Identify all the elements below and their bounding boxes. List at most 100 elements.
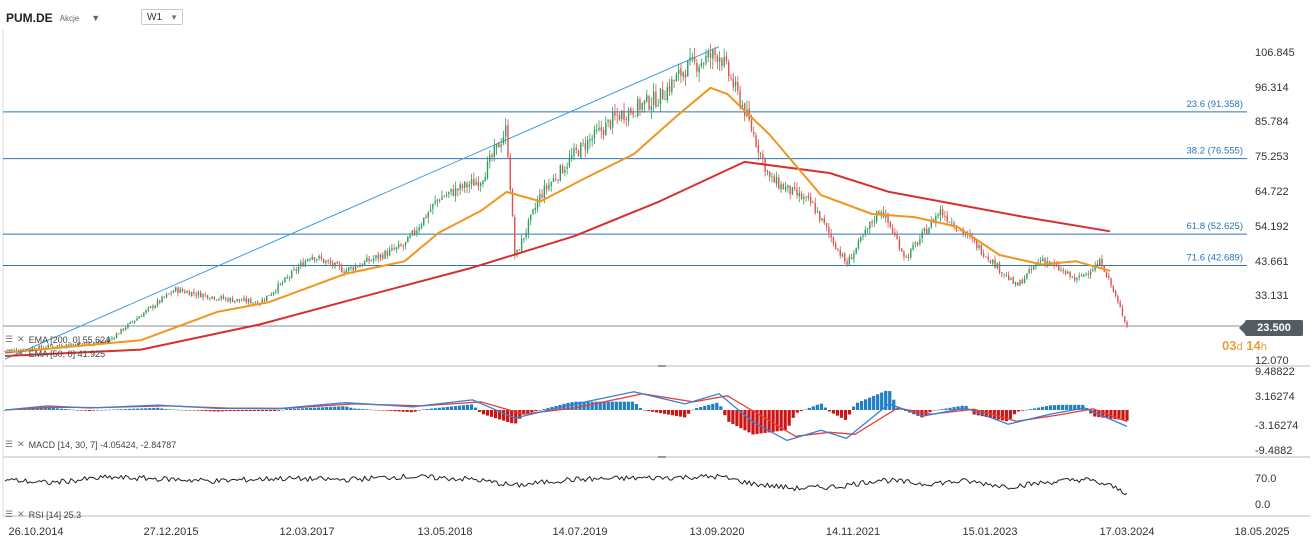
macd-histogram-bar [1069, 404, 1073, 410]
candle-body [99, 341, 102, 343]
candle-body [434, 200, 436, 204]
candle-body [568, 157, 571, 167]
candle-body [24, 348, 27, 351]
close-icon[interactable]: ✕ [17, 439, 25, 449]
candle-body [65, 344, 68, 347]
candle-body [336, 261, 338, 264]
macd-histogram-bar [658, 410, 663, 414]
macd-histogram-bar [337, 406, 341, 410]
macd-histogram-bar [421, 409, 425, 410]
macd-histogram-bar [144, 408, 148, 410]
candle-body [728, 62, 730, 77]
macd-histogram-bar [361, 409, 365, 410]
candle-body [957, 230, 960, 232]
candle-body [124, 327, 127, 330]
macd-histogram-bar [956, 406, 960, 410]
candle-body [1112, 285, 1115, 292]
symbol-name[interactable]: PUM.DE [6, 11, 53, 25]
macd-histogram-bar [461, 405, 466, 410]
symbol-dropdown-icon[interactable]: ▼ [91, 13, 101, 23]
candle-body [4, 351, 6, 352]
candle-body [325, 260, 327, 263]
macd-histogram-bar [1032, 408, 1037, 410]
candle-body [311, 256, 313, 260]
macd-histogram-bar [232, 410, 236, 412]
settings-icon[interactable]: ☰ [5, 334, 14, 344]
candle-body [366, 257, 368, 262]
macd-histogram-bar [868, 397, 872, 410]
macd-histogram-bar [928, 410, 932, 413]
candle-body [61, 345, 63, 347]
candle-body [536, 200, 539, 209]
ema200-legend[interactable]: ☰ ✕ EMA [200, 0] 55.624 [5, 334, 110, 345]
macd-histogram-bar [550, 407, 554, 410]
candle-body [493, 146, 496, 158]
candle-body [853, 253, 855, 260]
candle-body [534, 207, 536, 210]
close-icon[interactable]: ✕ [17, 334, 25, 344]
macd-histogram-bar [912, 410, 916, 415]
ema50-legend[interactable]: ☰ ✕ EMA [50, 0] 41.925 [5, 348, 105, 359]
candle-body [115, 333, 118, 339]
macd-axis-tick-label: -3.16274 [1255, 420, 1298, 432]
candle-body [313, 257, 316, 261]
candle-body [27, 348, 29, 350]
settings-icon[interactable]: ☰ [5, 509, 14, 519]
macd-histogram-bar [699, 406, 703, 410]
candle-body [944, 215, 946, 217]
candle-body [236, 298, 238, 301]
candle-body [980, 245, 983, 255]
candle-body [730, 77, 732, 79]
macd-legend[interactable]: ☰ ✕ MACD [14, 30, 7] -4.05424, -2.84787 [5, 439, 176, 450]
candle-body [928, 227, 930, 234]
candle-body [550, 182, 552, 187]
macd-histogram-bar [723, 410, 727, 416]
settings-icon[interactable]: ☰ [5, 439, 14, 449]
candle-body [111, 337, 113, 340]
macd-histogram-bar [622, 401, 626, 410]
candle-body [580, 143, 582, 158]
candle-body [452, 189, 455, 196]
candle-body [821, 218, 823, 221]
macd-histogram-bar [691, 409, 695, 411]
candle-body [42, 347, 45, 349]
pane-resize-handle[interactable] [658, 365, 666, 367]
close-icon[interactable]: ✕ [17, 509, 25, 519]
candle-body [270, 294, 272, 296]
macd-histogram-bar [71, 409, 75, 411]
pane-resize-handle[interactable] [658, 456, 666, 458]
candle-body [570, 155, 573, 159]
candle-body [306, 259, 309, 262]
candle-body [400, 244, 402, 246]
candle-body [72, 344, 74, 346]
timeframe-select[interactable]: W1 ▼ [141, 9, 183, 25]
macd-histogram-bar [389, 410, 393, 411]
rsi-legend[interactable]: ☰ ✕ RSI [14] 25.3 [5, 509, 81, 520]
macd-histogram-bar [855, 402, 860, 410]
candle-body [582, 142, 584, 144]
candle-body [878, 211, 880, 214]
candle-body [618, 114, 621, 121]
candle-body [332, 262, 334, 266]
macd-histogram-bar [401, 410, 405, 412]
candle-body [425, 216, 427, 218]
current-price-tag: 23.500 [1239, 320, 1303, 336]
candle-body [145, 309, 147, 313]
macd-histogram-bar [578, 401, 582, 410]
candle-body [976, 239, 978, 249]
candle-body [222, 296, 225, 299]
macd-histogram-bar [184, 410, 188, 411]
candle-body [154, 305, 156, 309]
macd-histogram-bar [268, 410, 273, 412]
close-icon[interactable]: ✕ [17, 348, 25, 358]
candle-body [830, 233, 832, 238]
macd-histogram-bar [570, 402, 574, 410]
macd-histogram-bar [1057, 404, 1061, 410]
rsi-label: RSI [14] 25.3 [28, 509, 82, 520]
candle-body [68, 344, 70, 346]
macd-histogram-bar [831, 410, 836, 414]
candle-body [1055, 264, 1058, 266]
settings-icon[interactable]: ☰ [5, 348, 14, 358]
candle-body [377, 254, 379, 259]
